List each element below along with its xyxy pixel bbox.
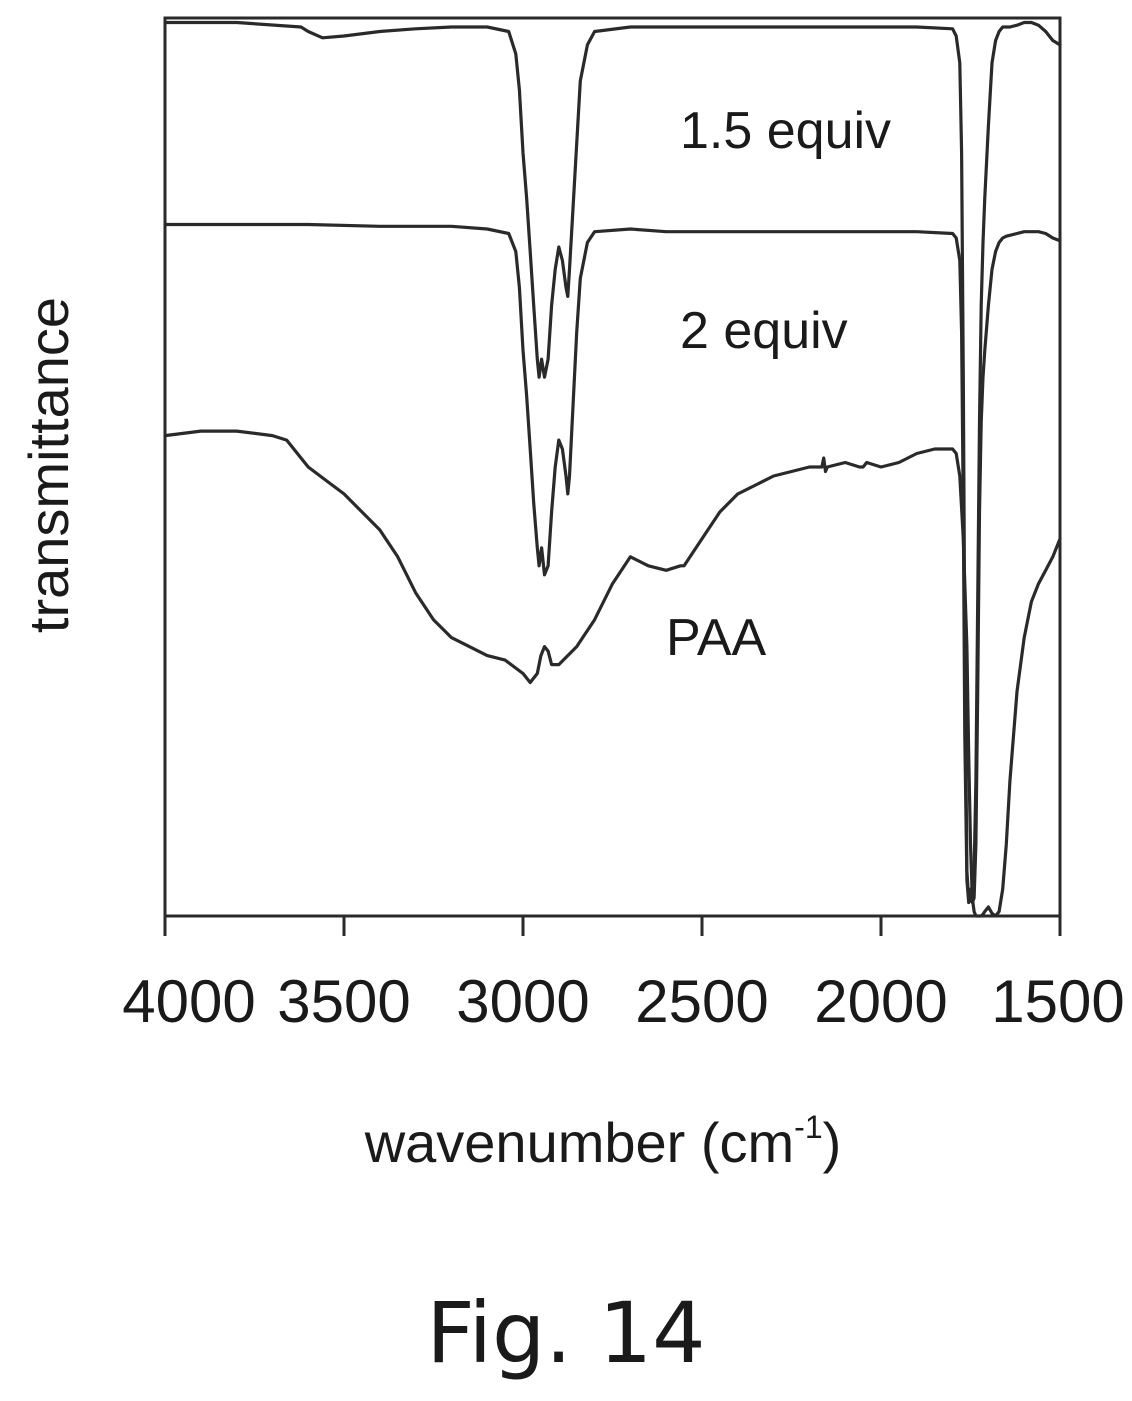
x-tick-label-2000: 2000	[814, 968, 947, 1035]
x-tick-label-4000: 4000	[122, 968, 255, 1035]
x-tick-label-1500: 1500	[991, 968, 1124, 1035]
x-axis-title-main: wavenumber (cm	[364, 1111, 794, 1174]
plot-frame	[163, 16, 1062, 918]
series-label-1-5-equiv: 1.5 equiv	[680, 102, 891, 160]
x-axis-title-superscript: -1	[794, 1109, 822, 1145]
x-tick-marks	[163, 916, 1062, 936]
x-tick-labels: 4000 3500 3000 2500 2000 1500	[122, 968, 1124, 1035]
plot-traces	[163, 20, 1062, 918]
figure-caption: Fig. 14	[426, 1284, 705, 1382]
x-axis-title: wavenumber (cm-1)	[364, 1109, 842, 1174]
series-line-paa	[163, 429, 1062, 918]
x-tick-label-3000: 3000	[456, 968, 589, 1035]
x-tick-label-2500: 2500	[635, 968, 768, 1035]
x-tick-label-3500: 3500	[277, 968, 410, 1035]
series-label-2-equiv: 2 equiv	[680, 302, 848, 360]
y-axis-title: transmittance	[17, 297, 80, 633]
x-axis-title-close: )	[823, 1111, 842, 1174]
series-label-paa: PAA	[666, 609, 767, 667]
series-line-2-equiv	[163, 222, 1062, 905]
series-line-1-5-equiv	[163, 20, 1062, 900]
